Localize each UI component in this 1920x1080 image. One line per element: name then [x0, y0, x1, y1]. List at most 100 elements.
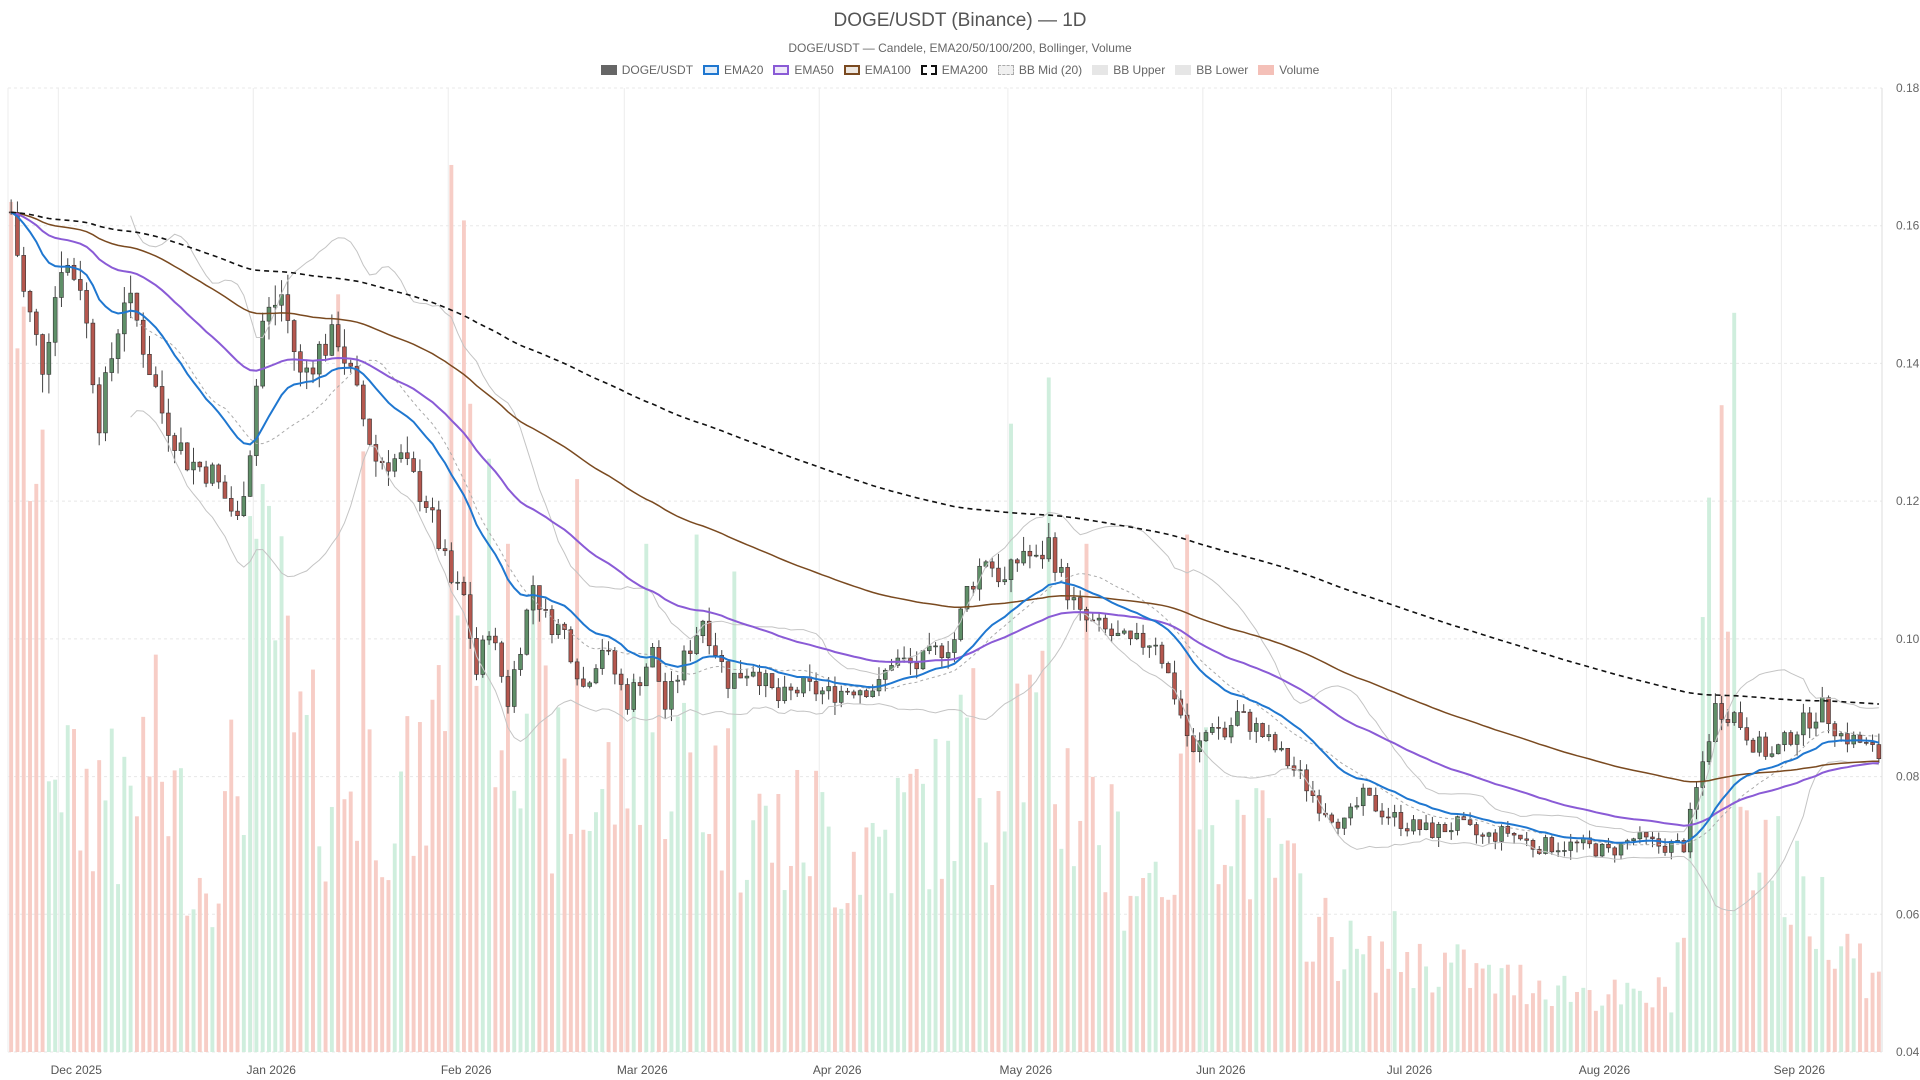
y-tick-label: 0.06	[1896, 907, 1920, 921]
candle	[1272, 731, 1278, 753]
volume-bar	[939, 878, 944, 1052]
candle-body	[1643, 831, 1649, 838]
candle	[310, 360, 316, 384]
volume-bar	[820, 792, 825, 1052]
candle-body	[864, 690, 869, 697]
legend-item[interactable]: Volume	[1258, 63, 1319, 77]
volume-bar	[1266, 818, 1271, 1052]
candle	[411, 451, 416, 473]
volume-bar	[1826, 959, 1831, 1052]
candle-body	[1052, 537, 1058, 573]
volume-bar	[455, 615, 460, 1052]
candle-body	[1826, 697, 1831, 725]
candle-body	[933, 645, 938, 648]
candle-body	[518, 653, 523, 670]
volume-bar	[1562, 975, 1567, 1052]
volume-bar	[889, 893, 894, 1052]
candle	[499, 640, 504, 683]
volume-bar	[1141, 878, 1146, 1052]
candle	[1713, 693, 1718, 744]
candle-body	[1813, 721, 1819, 729]
candle-body	[1348, 806, 1353, 819]
candle-body	[574, 661, 580, 680]
candle	[1581, 834, 1586, 850]
candle	[518, 647, 523, 676]
candle-body	[782, 686, 787, 702]
candle	[1254, 717, 1259, 743]
candle	[706, 607, 712, 655]
candle	[1794, 731, 1800, 756]
volume-bar	[656, 672, 661, 1052]
candle-body	[1631, 838, 1636, 841]
volume-bar	[1468, 987, 1473, 1052]
legend-item[interactable]: EMA20	[703, 63, 763, 77]
volume-bar	[1292, 843, 1296, 1052]
candle	[266, 297, 272, 340]
candle	[1430, 816, 1435, 839]
candle-body	[386, 462, 391, 472]
candle-body	[1845, 733, 1850, 745]
candle	[1191, 728, 1196, 753]
legend-item[interactable]: DOGE/USDT	[600, 63, 693, 77]
candle-body	[1474, 824, 1479, 836]
legend-item[interactable]: EMA200	[920, 63, 988, 77]
volume-bar	[1474, 963, 1479, 1052]
volume-bar	[90, 871, 95, 1052]
candle	[273, 285, 278, 326]
candle-body	[348, 362, 353, 367]
volume-bar	[1216, 884, 1221, 1052]
candle	[556, 618, 561, 639]
candle	[1643, 831, 1649, 845]
volume-bar	[248, 516, 253, 1052]
candle	[1731, 710, 1737, 726]
candle	[486, 631, 492, 645]
candle-body	[1115, 632, 1121, 636]
candle	[1002, 566, 1007, 585]
volume-bar	[342, 799, 347, 1052]
volume-bar	[543, 665, 548, 1052]
candle-body	[1549, 837, 1555, 853]
candle	[1788, 730, 1794, 747]
candle-body	[461, 581, 467, 596]
volume-bar	[72, 729, 76, 1052]
volume-bar	[15, 348, 20, 1052]
candle-body	[927, 645, 932, 651]
volume-bar	[46, 781, 51, 1052]
candle-body	[27, 291, 33, 313]
candle-body	[398, 452, 404, 460]
volume-bar	[424, 845, 429, 1052]
volume-bar	[1637, 990, 1642, 1052]
volume-bar	[1021, 802, 1026, 1052]
volume-bar	[1367, 935, 1372, 1052]
legend-item[interactable]: BB Mid (20)	[997, 63, 1082, 77]
legend-item[interactable]: EMA50	[773, 63, 834, 77]
volume-bar	[638, 824, 642, 1052]
legend-swatch	[600, 65, 617, 75]
candle	[1782, 730, 1787, 752]
volume-bar	[28, 500, 32, 1052]
candle	[719, 650, 725, 673]
volume-bar	[814, 770, 819, 1052]
candle	[1172, 660, 1177, 705]
legend-item[interactable]: BB Upper	[1092, 63, 1165, 77]
candle-body	[1059, 567, 1064, 573]
candle	[15, 201, 20, 258]
candle	[153, 366, 159, 389]
candle-body	[291, 320, 297, 353]
volume-bar	[1191, 736, 1196, 1052]
volume-bar	[1342, 969, 1347, 1052]
candle	[939, 642, 945, 669]
volume-bar	[1593, 1010, 1598, 1052]
volume-bar	[1053, 804, 1057, 1052]
candle-body	[562, 623, 567, 630]
legend-item[interactable]: BB Lower	[1175, 63, 1248, 77]
candle-body	[103, 372, 108, 434]
legend-item[interactable]: EMA100	[843, 63, 911, 77]
volume-bar	[581, 829, 586, 1052]
volume-bar	[983, 842, 988, 1052]
volume-bar	[650, 732, 655, 1052]
candle-body	[606, 649, 611, 652]
candle	[1687, 802, 1693, 859]
candle	[298, 344, 303, 387]
volume-bar	[1851, 958, 1856, 1052]
